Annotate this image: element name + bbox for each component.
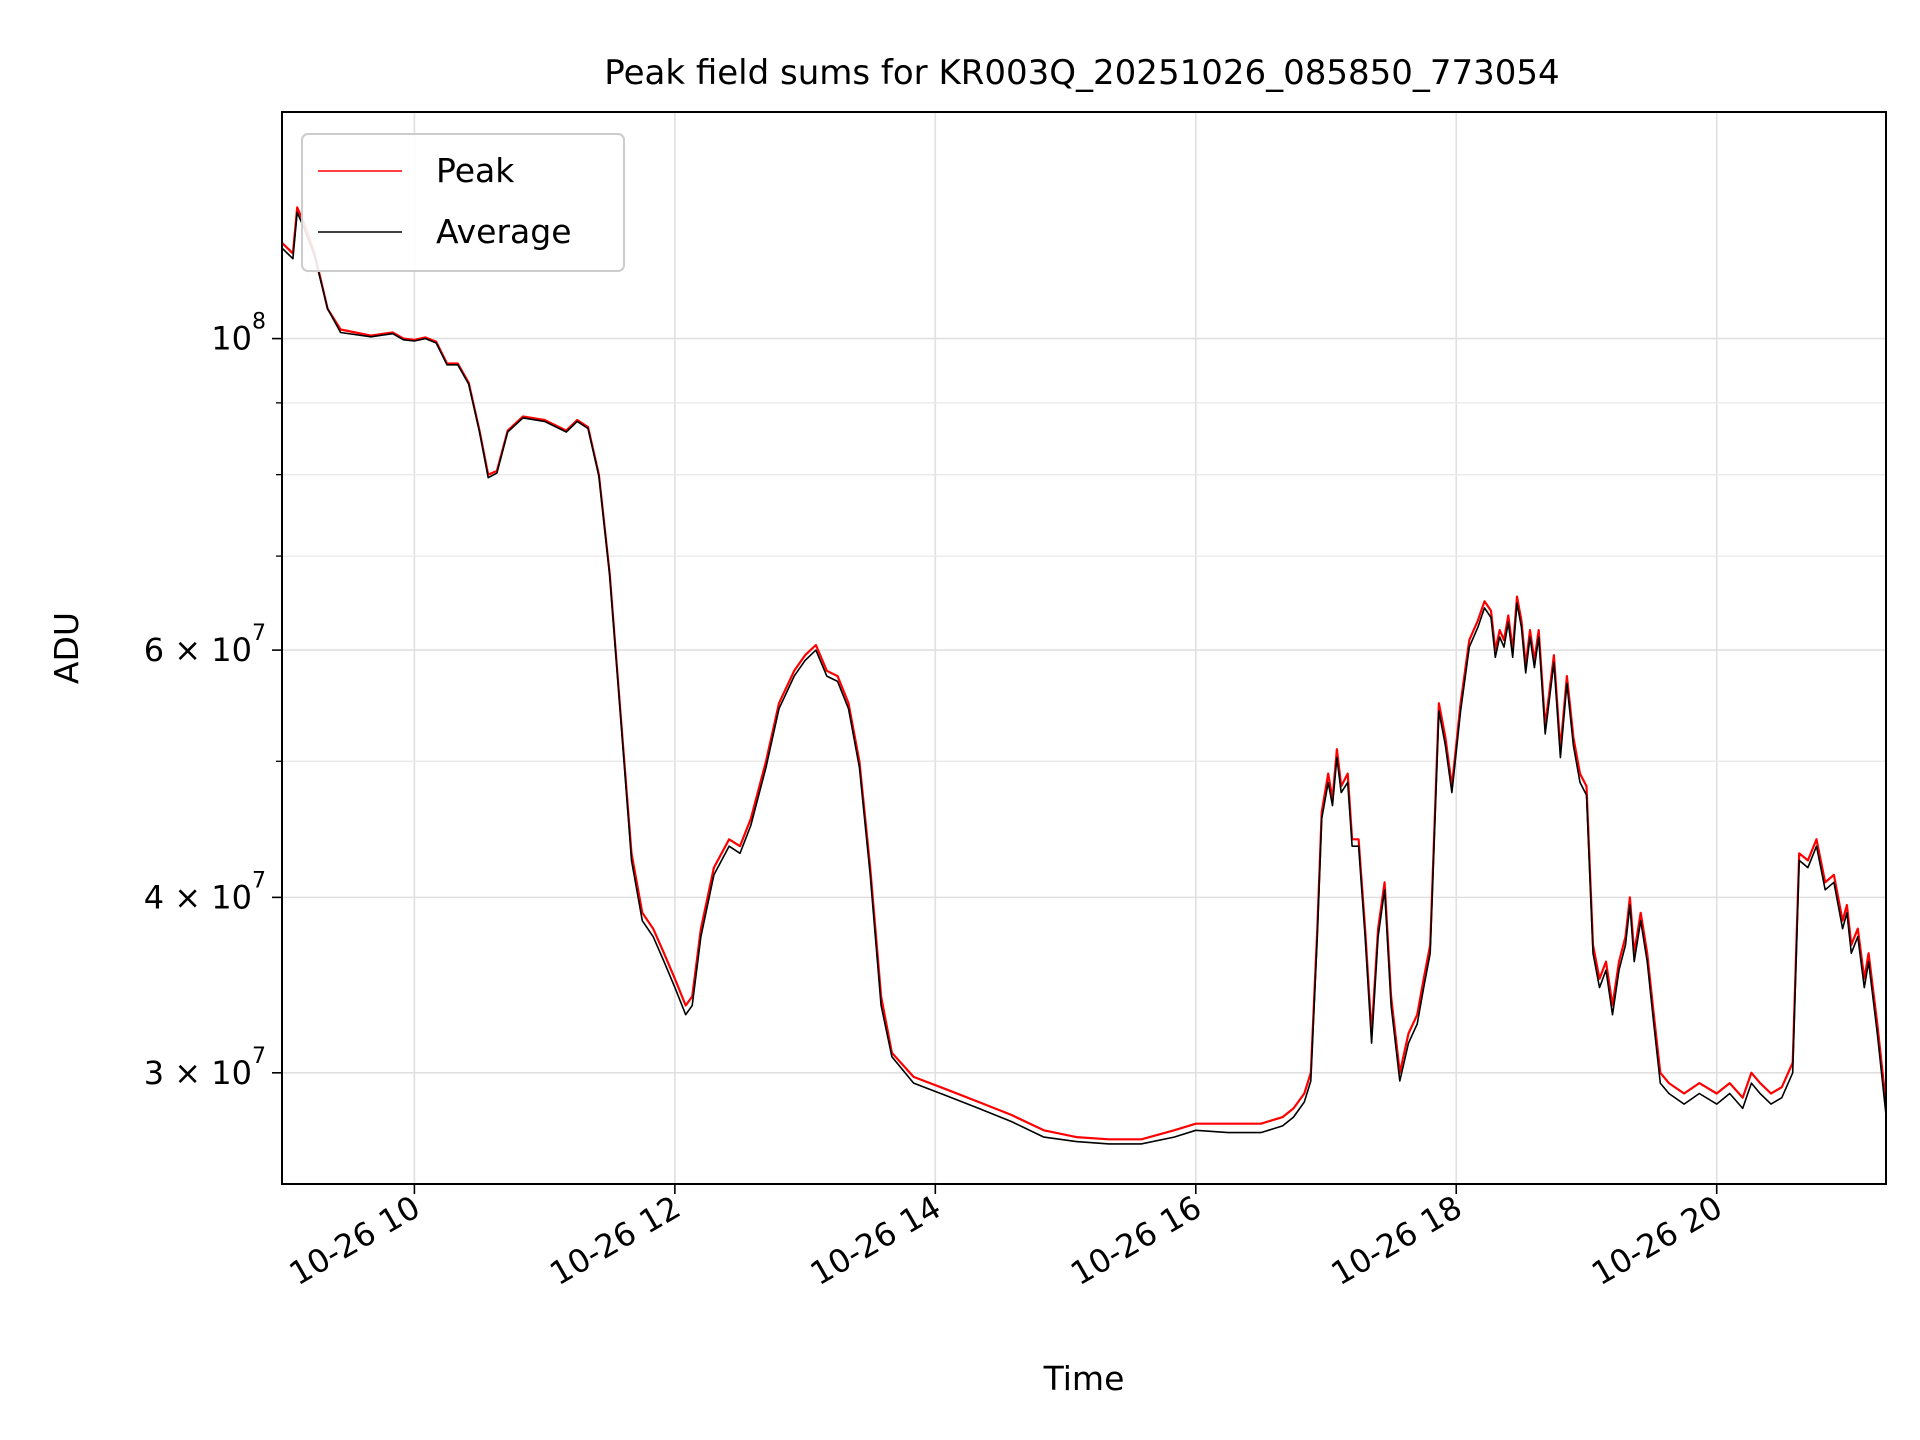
y-tick-label: 73 × 10	[144, 1044, 266, 1092]
y-axis-label: ADU	[47, 612, 86, 684]
y-tick-label: 74 × 10	[144, 868, 266, 916]
plot-background	[282, 112, 1886, 1184]
series-line-average	[281, 211, 1887, 1145]
legend-label-peak: Peak	[436, 151, 515, 190]
y-tick-label: 76 × 10	[144, 621, 266, 669]
series-layer	[281, 206, 1888, 1145]
y-tick-exponent: 7	[252, 868, 266, 893]
legend-label-average: Average	[436, 212, 572, 251]
legend: Peak Average	[301, 133, 625, 272]
y-tick-base: 3 × 10	[144, 1054, 252, 1092]
y-tick-base: 10	[211, 320, 252, 358]
y-tick-base: 6 × 10	[144, 631, 252, 669]
y-tick-exponent: 7	[252, 621, 266, 646]
legend-box	[301, 133, 625, 272]
plot-area	[281, 111, 1888, 1185]
chart-title: Peak field sums for KR003Q_20251026_0858…	[604, 53, 1559, 93]
plot-frame	[281, 111, 1887, 1185]
x-axis-label: Time	[1043, 1359, 1125, 1398]
y-tick-exponent: 7	[252, 1044, 266, 1069]
y-tick-exponent: 8	[252, 310, 266, 335]
y-tick-label: 810	[211, 310, 266, 358]
y-tick-base: 4 × 10	[144, 878, 252, 916]
grid	[282, 112, 1886, 1184]
